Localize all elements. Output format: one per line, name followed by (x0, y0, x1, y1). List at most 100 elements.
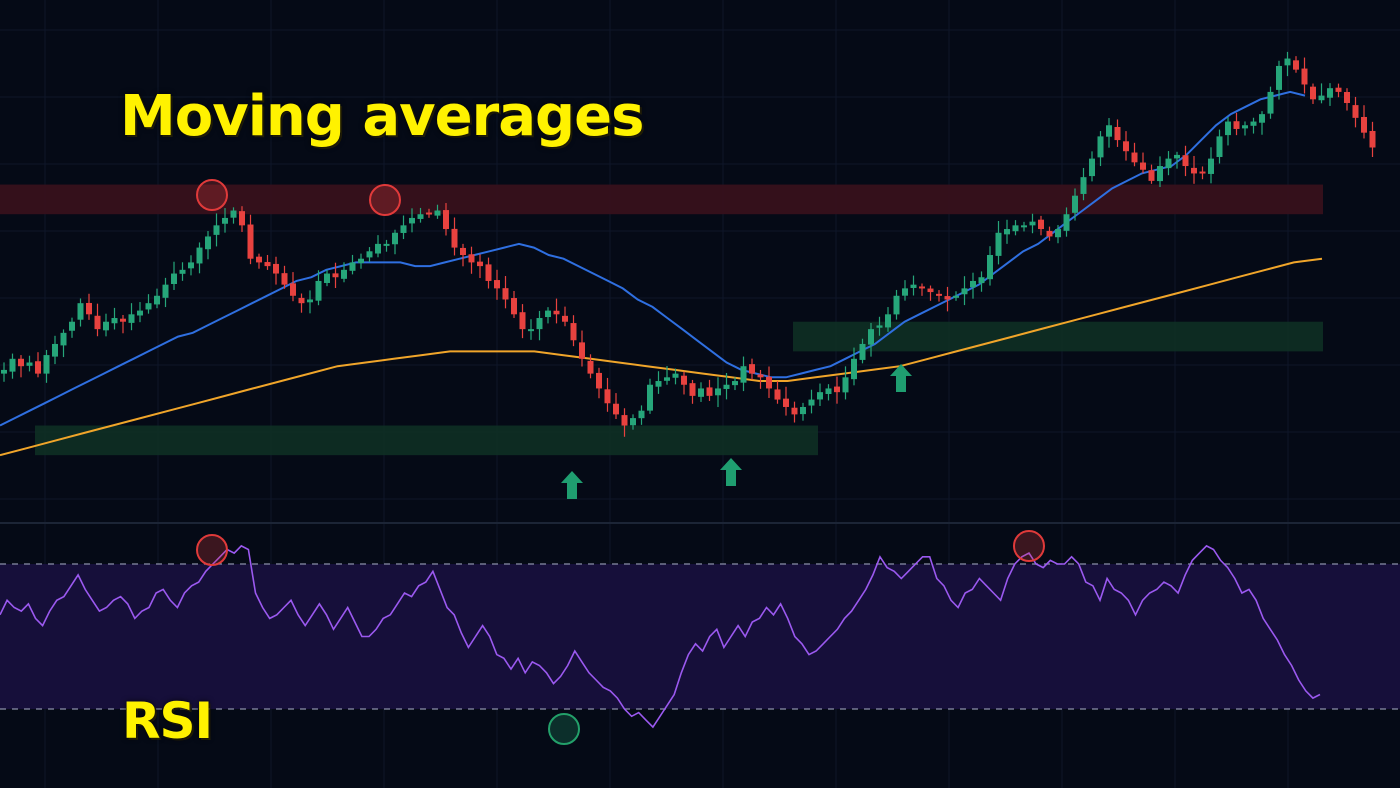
bearish-candle (120, 318, 126, 322)
bearish-candle (94, 315, 101, 330)
bearish-candle (1114, 127, 1121, 141)
bullish-candle (43, 355, 50, 374)
bullish-candle (128, 314, 135, 323)
bearish-candle (621, 415, 628, 426)
bullish-candle (859, 343, 866, 360)
bearish-candle (18, 358, 24, 367)
bullish-candle (366, 251, 373, 258)
bearish-candle (332, 273, 339, 278)
bearish-candle (613, 403, 619, 415)
bearish-candle (519, 312, 526, 330)
bullish-candle (893, 295, 900, 315)
bearish-candle (791, 407, 798, 415)
up-arrow-icon (890, 364, 912, 392)
bullish-candle (536, 318, 543, 330)
bearish-candle (706, 387, 713, 396)
bullish-candle (817, 392, 823, 400)
bullish-candle (383, 243, 390, 246)
bearish-candle (451, 228, 458, 248)
bearish-candle (587, 360, 594, 374)
bullish-candle (528, 329, 534, 332)
rsi-band (0, 564, 1400, 709)
bearish-candle (570, 323, 577, 341)
bearish-candle (256, 256, 262, 263)
bullish-candle (230, 210, 237, 218)
bearish-candle (944, 296, 951, 300)
bearish-candle (298, 297, 305, 304)
bullish-candle (103, 321, 109, 331)
bearish-candle (553, 310, 560, 315)
bullish-candle (638, 410, 645, 419)
chart-title-rsi: RSI (122, 692, 213, 750)
bullish-candle (179, 269, 186, 274)
bearish-candle (834, 386, 840, 393)
bearish-candle (927, 288, 934, 293)
bullish-candle (961, 288, 968, 295)
bearish-candle (596, 372, 602, 389)
bearish-candle (1046, 230, 1053, 237)
rsi-overbought-circle-icon (1013, 530, 1045, 562)
ma-slow-line (0, 257, 1323, 457)
bullish-candle (1072, 195, 1078, 213)
bearish-candle (1301, 68, 1308, 85)
bullish-candle (145, 303, 152, 310)
bearish-candle (1335, 87, 1342, 92)
bearish-candle (281, 273, 288, 285)
bullish-candle (885, 314, 891, 328)
bullish-candle (341, 269, 347, 279)
bullish-candle (60, 332, 67, 346)
bullish-candle (842, 377, 849, 393)
bearish-candle (1199, 171, 1206, 174)
bearish-candle (247, 224, 254, 259)
bullish-candle (995, 232, 1002, 256)
bullish-candle (417, 214, 424, 219)
bullish-candle (953, 295, 959, 298)
bullish-candle (715, 388, 721, 396)
bullish-candle (188, 262, 194, 269)
up-arrow-icon (720, 458, 742, 486)
bearish-candle (502, 288, 509, 300)
bullish-candle (196, 247, 203, 264)
bearish-candle (1369, 130, 1376, 148)
bullish-candle (171, 273, 177, 285)
bearish-candle (562, 315, 568, 322)
bullish-candle (868, 329, 874, 345)
bearish-candle (290, 283, 296, 296)
bullish-candle (1267, 91, 1274, 114)
bullish-candle (1157, 166, 1163, 182)
peak-circle-icon (196, 179, 228, 211)
bearish-candle (757, 374, 764, 378)
bullish-candle (375, 243, 381, 254)
bullish-candle (1276, 65, 1282, 90)
bearish-candle (468, 254, 475, 263)
bullish-candle (647, 384, 653, 411)
bearish-candle (1140, 162, 1146, 170)
bullish-candle (349, 262, 356, 271)
bearish-candle (1233, 121, 1240, 129)
bullish-candle (213, 225, 220, 235)
bullish-candle (1097, 136, 1104, 158)
bullish-candle (630, 418, 636, 426)
bearish-candle (460, 247, 466, 255)
bullish-candle (358, 258, 364, 264)
up-arrow-icon (561, 471, 583, 499)
bullish-candle (732, 381, 738, 386)
bullish-candle (698, 388, 704, 397)
bearish-candle (783, 398, 789, 407)
bullish-candle (1089, 158, 1095, 177)
bullish-candle (324, 273, 330, 284)
bearish-candle (749, 364, 755, 374)
bearish-candle (774, 389, 781, 400)
bullish-candle (1012, 225, 1019, 232)
bullish-candle (910, 284, 917, 288)
bullish-candle (1242, 125, 1248, 129)
bearish-candle (936, 293, 942, 296)
bullish-candle (409, 217, 415, 224)
bearish-candle (1361, 116, 1367, 133)
bullish-candle (1225, 121, 1231, 136)
bullish-candle (1284, 58, 1291, 66)
bullish-candle (400, 225, 407, 233)
bullish-candle (154, 295, 160, 305)
bullish-candle (1063, 214, 1070, 231)
